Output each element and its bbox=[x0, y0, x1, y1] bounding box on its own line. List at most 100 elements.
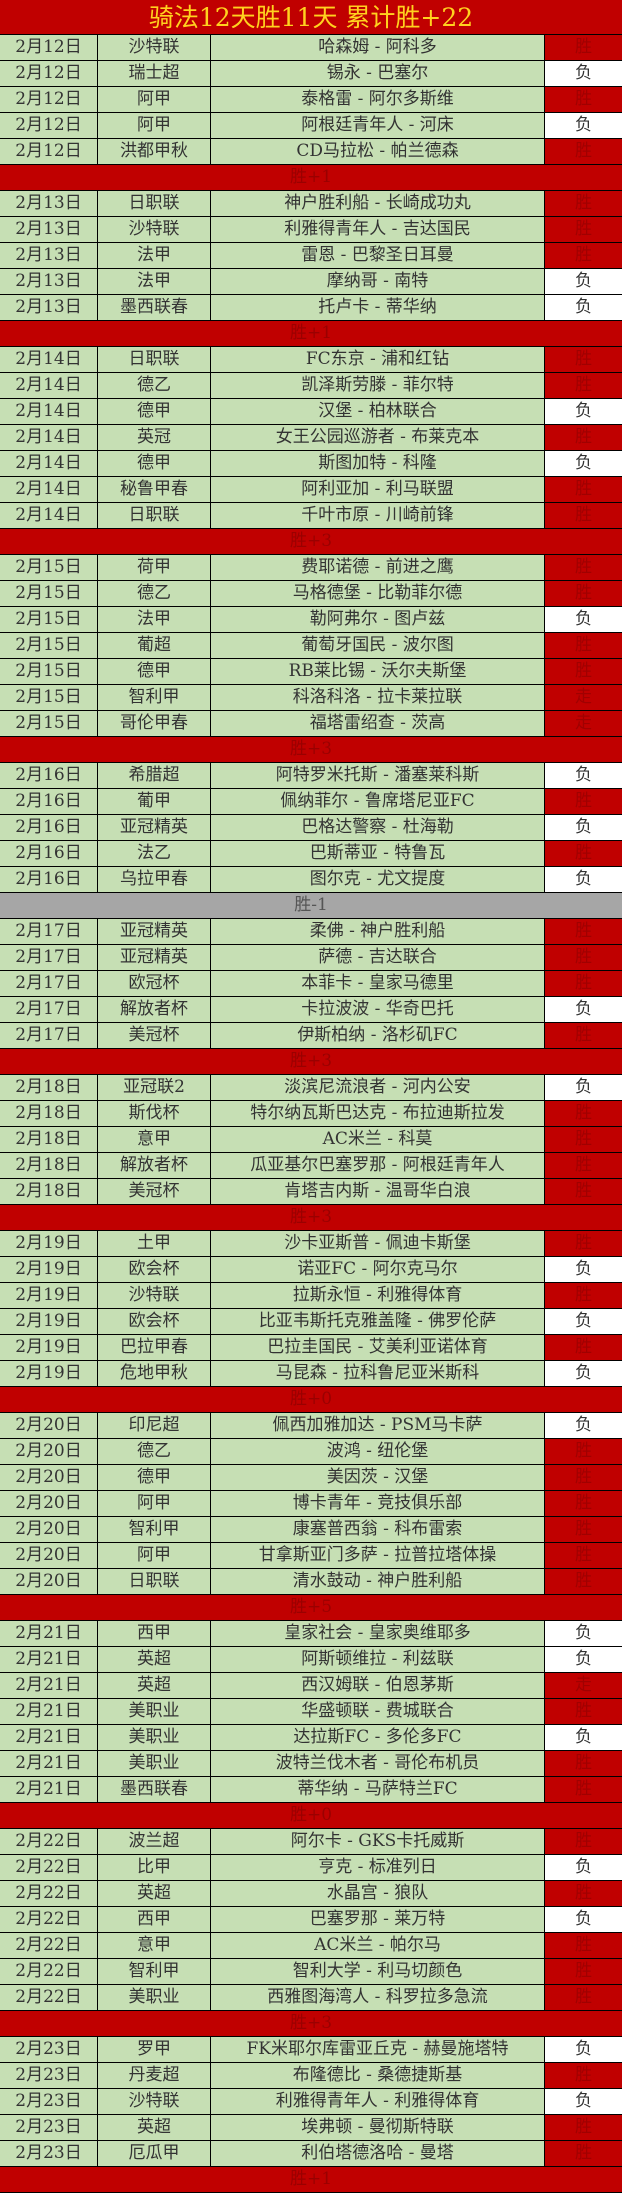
result-cell: 胜 bbox=[545, 477, 622, 502]
league-cell: 沙特联 bbox=[98, 1283, 211, 1308]
date-cell: 2月16日 bbox=[0, 789, 98, 814]
table-row: 2月19日 危地甲秋 马昆森 - 拉科鲁尼亚米斯科负 bbox=[0, 1361, 622, 1387]
table-row: 2月13日 日职联 神户胜利船 - 长崎成功丸胜 bbox=[0, 191, 622, 217]
result-cell: 胜 bbox=[545, 581, 622, 606]
league-cell: 英超 bbox=[98, 1881, 211, 1906]
result-cell: 负 bbox=[545, 607, 622, 632]
result-cell: 胜 bbox=[545, 139, 622, 164]
match-cell: 本菲卡 - 皇家马德里 bbox=[211, 971, 545, 996]
table-row: 2月21日 美职业 波特兰伐木者 - 哥伦布机员胜 bbox=[0, 1751, 622, 1777]
league-cell: 意甲 bbox=[98, 1127, 211, 1152]
result-cell: 负 bbox=[545, 269, 622, 294]
league-cell: 阿甲 bbox=[98, 1491, 211, 1516]
match-cell: 华盛顿联 - 费城联合 bbox=[211, 1699, 545, 1724]
date-cell: 2月22日 bbox=[0, 1881, 98, 1906]
result-cell: 胜 bbox=[545, 1491, 622, 1516]
date-cell: 2月22日 bbox=[0, 1959, 98, 1984]
league-cell: 德甲 bbox=[98, 1465, 211, 1490]
table-row: 2月21日 墨西联春 蒂华纳 - 马萨特兰FC 胜 bbox=[0, 1777, 622, 1803]
match-cell: 阿斯顿维拉 - 利兹联 bbox=[211, 1647, 545, 1672]
table-row: 2月22日 比甲 亨克 - 标准列日负 bbox=[0, 1855, 622, 1881]
table-row: 2月18日 亚冠联2 淡滨尼流浪者 - 河内公安负 bbox=[0, 1075, 622, 1101]
day-summary-row: 胜-1 bbox=[0, 893, 622, 919]
date-cell: 2月19日 bbox=[0, 1257, 98, 1282]
table-row: 2月16日 乌拉甲春 图尔克 - 尤文提度负 bbox=[0, 867, 622, 893]
table-row: 2月22日 英超 水晶宫 - 狼队胜 bbox=[0, 1881, 622, 1907]
table-row: 2月14日 德甲 汉堡 - 柏林联合负 bbox=[0, 399, 622, 425]
result-cell: 胜 bbox=[545, 1751, 622, 1776]
date-cell: 2月22日 bbox=[0, 1907, 98, 1932]
result-cell: 胜 bbox=[545, 1985, 622, 2010]
result-cell: 走 bbox=[545, 711, 622, 736]
match-cell: 千叶市原 - 川崎前锋 bbox=[211, 503, 545, 528]
date-cell: 2月14日 bbox=[0, 347, 98, 372]
table-row: 2月17日 美冠杯 伊斯柏纳 - 洛杉矶FC 胜 bbox=[0, 1023, 622, 1049]
date-cell: 2月19日 bbox=[0, 1309, 98, 1334]
league-cell: 解放者杯 bbox=[98, 1153, 211, 1178]
table-row: 2月18日 意甲 AC米兰 - 科莫胜 bbox=[0, 1127, 622, 1153]
date-cell: 2月20日 bbox=[0, 1569, 98, 1594]
match-cell: 阿根廷青年人 - 河床 bbox=[211, 113, 545, 138]
table-row: 2月12日 瑞士超 锡永 - 巴塞尔负 bbox=[0, 61, 622, 87]
result-cell: 胜 bbox=[545, 1439, 622, 1464]
day-summary-row: 胜+3 bbox=[0, 737, 622, 763]
date-cell: 2月15日 bbox=[0, 555, 98, 580]
match-cell: 巴拉圭国民 - 艾美利亚诺体育 bbox=[211, 1335, 545, 1360]
date-cell: 2月22日 bbox=[0, 1985, 98, 2010]
league-cell: 土甲 bbox=[98, 1231, 211, 1256]
match-cell: 葡萄牙国民 - 波尔图 bbox=[211, 633, 545, 658]
league-cell: 日职联 bbox=[98, 503, 211, 528]
result-cell: 负 bbox=[545, 2089, 622, 2114]
table-row: 2月17日 亚冠精英 柔佛 - 神户胜利船胜 bbox=[0, 919, 622, 945]
table-row: 2月20日 阿甲 博卡青年 - 竞技俱乐部胜 bbox=[0, 1491, 622, 1517]
table-row: 2月22日 波兰超 阿尔卡 - GKS卡托威斯胜 bbox=[0, 1829, 622, 1855]
league-cell: 法甲 bbox=[98, 243, 211, 268]
date-cell: 2月18日 bbox=[0, 1101, 98, 1126]
table-row: 2月16日 希腊超 阿特罗米托斯 - 潘塞莱科斯负 bbox=[0, 763, 622, 789]
match-cell: 亨克 - 标准列日 bbox=[211, 1855, 545, 1880]
table-row: 2月20日 德甲 美因茨 - 汉堡胜 bbox=[0, 1465, 622, 1491]
date-cell: 2月22日 bbox=[0, 1933, 98, 1958]
date-cell: 2月22日 bbox=[0, 1855, 98, 1880]
league-cell: 英超 bbox=[98, 2115, 211, 2140]
match-cell: 肯塔吉内斯 - 温哥华白浪 bbox=[211, 1179, 545, 1204]
result-cell: 胜 bbox=[545, 35, 622, 60]
date-cell: 2月15日 bbox=[0, 711, 98, 736]
table-row: 2月13日 墨西联春 托卢卡 - 蒂华纳负 bbox=[0, 295, 622, 321]
league-cell: 美冠杯 bbox=[98, 1023, 211, 1048]
day-summary-row: 胜+0 bbox=[0, 1387, 622, 1413]
match-cell: 佩纳菲尔 - 鲁席塔尼亚FC bbox=[211, 789, 545, 814]
result-cell: 负 bbox=[545, 1075, 622, 1100]
result-cell: 胜 bbox=[545, 919, 622, 944]
match-cell: 巴斯蒂亚 - 特鲁瓦 bbox=[211, 841, 545, 866]
league-cell: 法乙 bbox=[98, 841, 211, 866]
league-cell: 智利甲 bbox=[98, 1517, 211, 1542]
day-summary-row: 胜+3 bbox=[0, 2011, 622, 2037]
match-cell: 特尔纳瓦斯巴达克 - 布拉迪斯拉发 bbox=[211, 1101, 545, 1126]
date-cell: 2月15日 bbox=[0, 633, 98, 658]
league-cell: 解放者杯 bbox=[98, 997, 211, 1022]
league-cell: 德乙 bbox=[98, 1439, 211, 1464]
match-cell: 雷恩 - 巴黎圣日耳曼 bbox=[211, 243, 545, 268]
date-cell: 2月16日 bbox=[0, 841, 98, 866]
match-cell: FK米耶尔库雷亚丘克 - 赫曼施塔特 bbox=[211, 2037, 545, 2062]
table-row: 2月15日 德乙 马格德堡 - 比勒菲尔德胜 bbox=[0, 581, 622, 607]
result-cell: 胜 bbox=[545, 1933, 622, 1958]
date-cell: 2月17日 bbox=[0, 1023, 98, 1048]
league-cell: 哥伦甲春 bbox=[98, 711, 211, 736]
league-cell: 德甲 bbox=[98, 659, 211, 684]
result-cell: 胜 bbox=[545, 87, 622, 112]
league-cell: 亚冠精英 bbox=[98, 815, 211, 840]
date-cell: 2月13日 bbox=[0, 269, 98, 294]
league-cell: 欧会杯 bbox=[98, 1309, 211, 1334]
table-row: 2月19日 土甲 沙卡亚斯普 - 佩迪卡斯堡胜 bbox=[0, 1231, 622, 1257]
table-row: 2月21日 美职业 达拉斯FC - 多伦多FC 负 bbox=[0, 1725, 622, 1751]
table-row: 2月15日 德甲 RB莱比锡 - 沃尔夫斯堡胜 bbox=[0, 659, 622, 685]
result-cell: 负 bbox=[545, 1361, 622, 1386]
table-row: 2月19日 欧会杯 比亚韦斯托克雅盖隆 - 佛罗伦萨负 bbox=[0, 1309, 622, 1335]
league-cell: 亚冠联2 bbox=[98, 1075, 211, 1100]
match-cell: RB莱比锡 - 沃尔夫斯堡 bbox=[211, 659, 545, 684]
table-row: 2月13日 法甲 摩纳哥 - 南特负 bbox=[0, 269, 622, 295]
table-row: 2月16日 葡甲 佩纳菲尔 - 鲁席塔尼亚FC 胜 bbox=[0, 789, 622, 815]
match-cell: AC米兰 - 帕尔马 bbox=[211, 1933, 545, 1958]
